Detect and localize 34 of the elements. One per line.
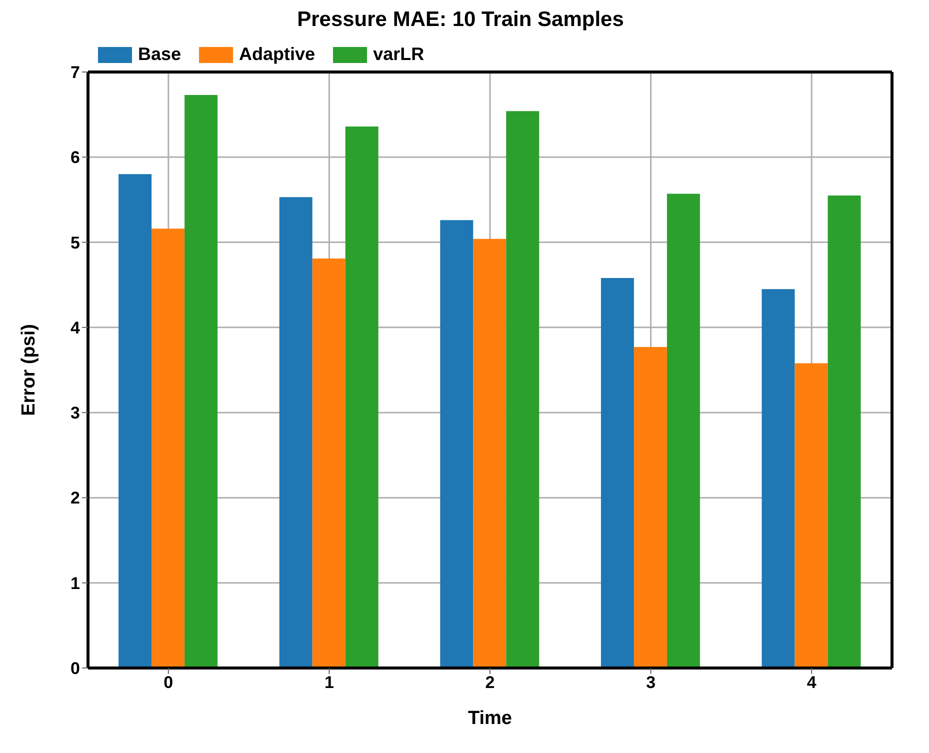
bar xyxy=(184,94,218,668)
x-tick-label: 1 xyxy=(324,673,334,692)
bar xyxy=(506,111,540,668)
bar xyxy=(118,174,152,668)
bar xyxy=(634,347,667,668)
x-tick-label: 0 xyxy=(164,673,174,692)
bar xyxy=(666,194,700,668)
bar xyxy=(762,289,795,668)
bar xyxy=(279,197,312,668)
x-tick-label: 3 xyxy=(646,673,656,692)
y-tick-label: 2 xyxy=(70,488,80,508)
bar xyxy=(794,363,828,668)
y-tick-label: 0 xyxy=(70,659,80,678)
bar xyxy=(440,220,474,668)
x-tick-label: 2 xyxy=(485,673,495,692)
bar xyxy=(152,228,185,668)
chart-title: Pressure MAE: 10 Train Samples xyxy=(296,8,625,33)
y-tick-label: 5 xyxy=(70,233,80,252)
legend-label: varLR xyxy=(372,44,424,65)
legend-label: Base xyxy=(137,44,182,65)
x-axis-title: Time xyxy=(468,708,512,729)
y-tick-label: 6 xyxy=(70,148,80,168)
y-tick-label: 1 xyxy=(70,574,80,593)
y-tick-label: 4 xyxy=(70,318,81,338)
bar xyxy=(473,238,506,668)
y-axis-title: Error (psi) xyxy=(18,324,40,416)
bar xyxy=(312,258,346,668)
bar xyxy=(345,126,378,668)
bar xyxy=(600,278,634,668)
y-tick-label: 3 xyxy=(70,404,80,423)
x-tick-label: 4 xyxy=(806,673,817,692)
y-tick-label: 7 xyxy=(70,63,80,82)
bar xyxy=(828,195,861,668)
legend-label: Adaptive xyxy=(238,44,316,65)
